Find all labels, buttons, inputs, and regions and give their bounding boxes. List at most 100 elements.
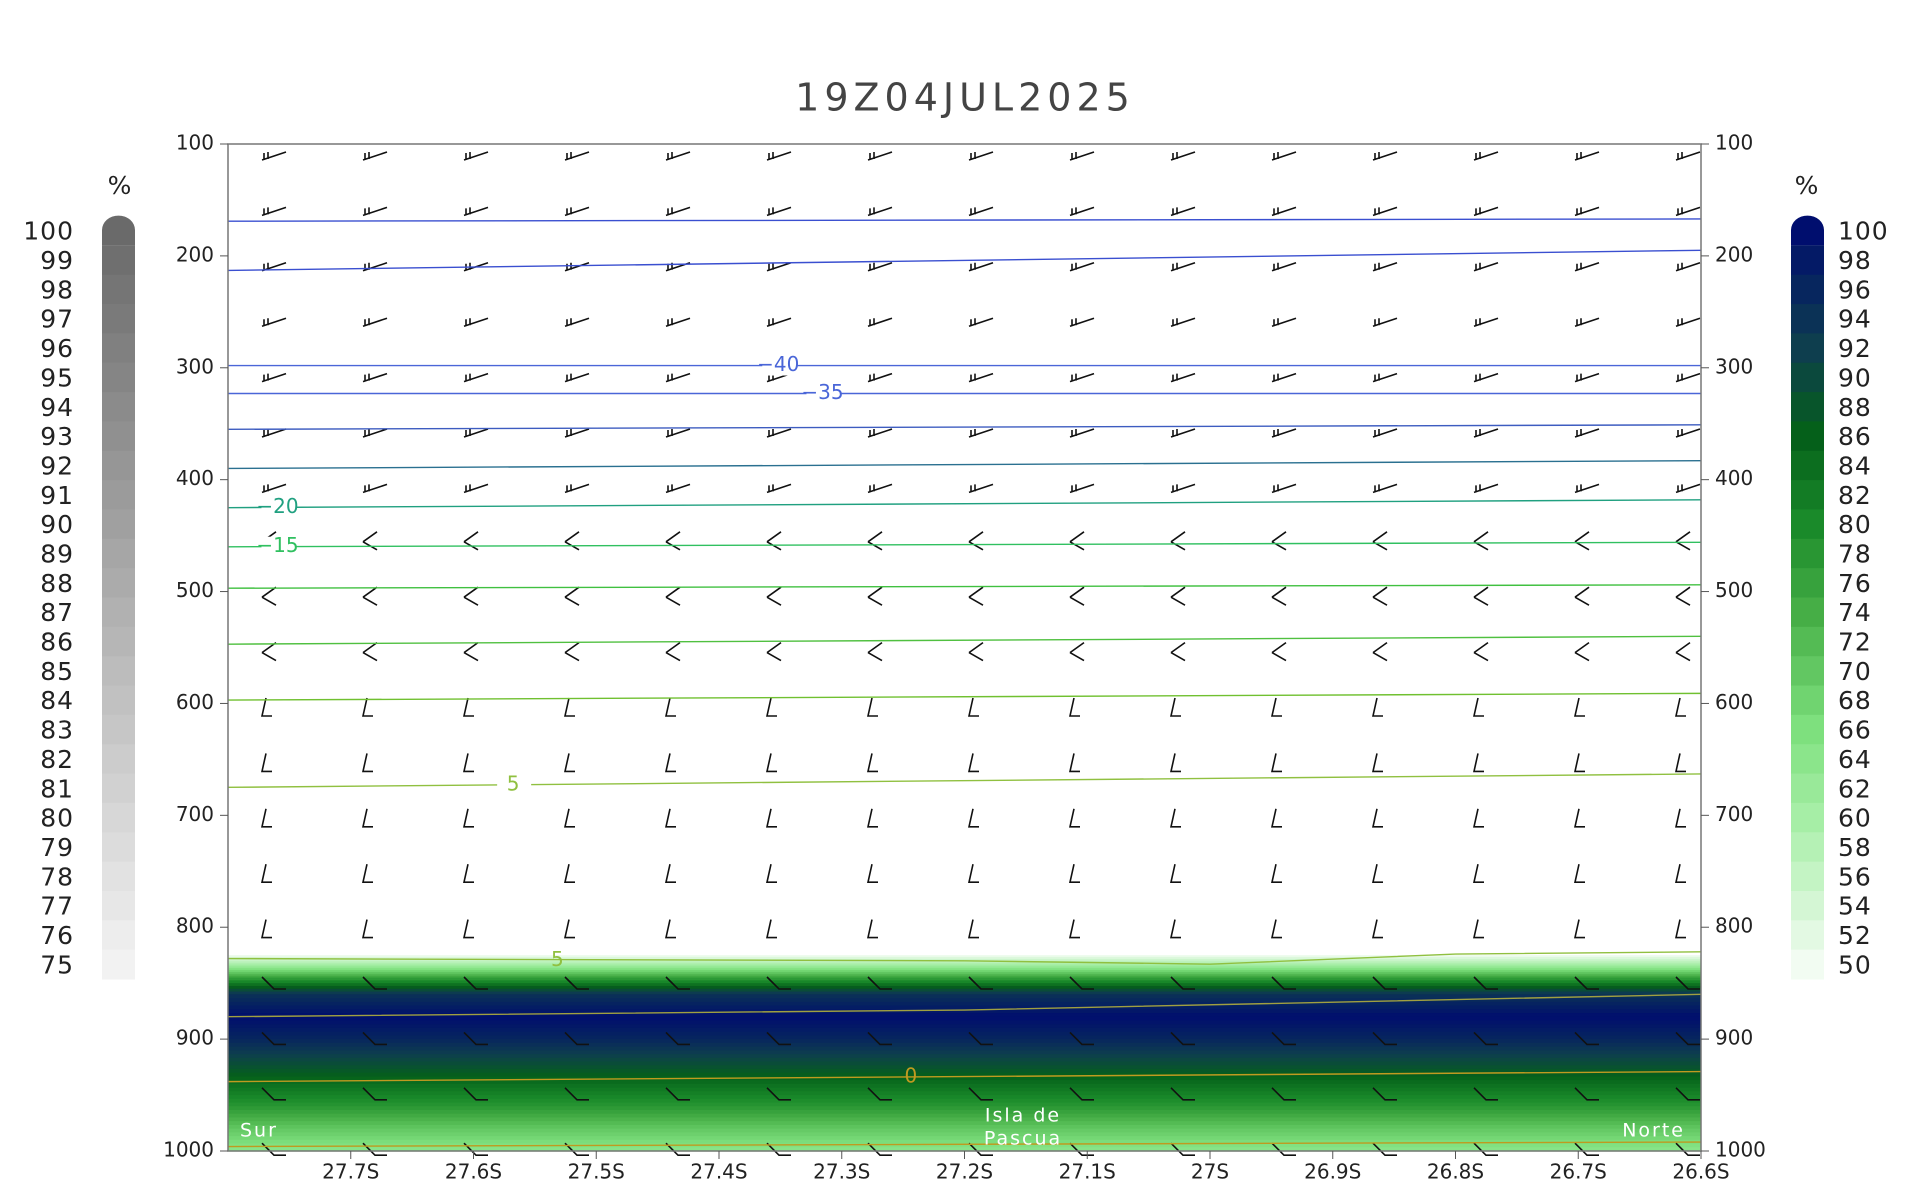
humidity-band: [228, 1147, 1701, 1152]
humidity-band: [228, 1050, 1701, 1055]
wind-barb: [968, 206, 994, 217]
colorbar-label: 78: [40, 862, 74, 891]
wind-barb: [463, 976, 488, 990]
wind-barb: [867, 919, 878, 939]
wind-barb: [1675, 483, 1701, 494]
wind-barb: [1574, 1142, 1599, 1156]
colorbar-label: 72: [1838, 628, 1872, 657]
wind-barb: [1372, 753, 1383, 773]
wind-barb: [867, 976, 892, 990]
humidity-band: [228, 983, 1701, 987]
wind-barb: [1675, 1031, 1700, 1046]
wind-barb: [1271, 753, 1282, 773]
wind-barb: [463, 151, 489, 161]
wind-barb: [1372, 864, 1383, 883]
wind-barb: [867, 1087, 892, 1101]
wind-barb: [968, 919, 979, 939]
contour-label-bg: [261, 536, 296, 557]
wind-barb: [1170, 372, 1196, 383]
wind-barb: [1271, 1031, 1296, 1046]
wind-barb: [362, 864, 373, 883]
humidity-band: [228, 1143, 1701, 1148]
wind-barb: [1170, 151, 1196, 161]
wind-barb: [463, 586, 479, 606]
wind-barb: [564, 586, 580, 606]
wind-barb: [362, 753, 373, 773]
wind-barb: [665, 317, 691, 327]
wind-barb: [1069, 753, 1080, 773]
wind-barb: [1069, 919, 1080, 939]
wind-barb: [1372, 428, 1398, 438]
wind-barb: [564, 151, 590, 161]
wind-barb: [1675, 753, 1686, 773]
x-tick-label: 27S: [1191, 1160, 1229, 1184]
colorbar-label: 66: [1838, 716, 1872, 745]
wind-barb: [766, 697, 777, 717]
wind-barb: [867, 808, 878, 828]
wind-barb: [867, 586, 883, 606]
humidity-band: [228, 1020, 1701, 1025]
wind-barb: [867, 1142, 892, 1156]
wind-barb: [261, 808, 272, 828]
wind-barb: [1069, 372, 1095, 383]
y-tick-label: 800: [176, 914, 214, 938]
y-tick-label: 200: [176, 242, 214, 266]
humidity-band: [228, 1124, 1701, 1130]
wind-barb: [1574, 753, 1585, 773]
wind-barb: [1069, 976, 1094, 990]
humidity-band: [228, 1132, 1701, 1137]
y2-tick-label: 200: [1715, 242, 1753, 266]
wind-barb: [362, 976, 387, 990]
colorbar-cell: [102, 949, 135, 980]
wind-barb: [968, 1087, 993, 1101]
wind-barb: [968, 1031, 993, 1046]
wind-barb: [1372, 919, 1383, 939]
colorbar-label: 84: [1838, 451, 1872, 480]
wind-barb: [1473, 531, 1489, 551]
humidity-band: [228, 980, 1701, 984]
wind-barb: [463, 697, 474, 717]
wind-barb: [665, 531, 681, 551]
wind-barb: [564, 372, 590, 383]
humidity-band: [228, 970, 1701, 973]
wind-barb: [261, 864, 272, 883]
wind-barb: [1675, 1142, 1700, 1156]
wind-barb: [1675, 641, 1691, 662]
wind-barb: [564, 697, 575, 717]
wind-barb: [362, 641, 378, 662]
wind-barb: [1574, 372, 1600, 383]
wind-barb: [463, 864, 474, 883]
humidity-band: [228, 1128, 1701, 1133]
colorbar-cell: [102, 480, 135, 510]
wind-barb: [1372, 262, 1398, 272]
wind-barb: [1069, 317, 1095, 327]
humidity-band: [228, 1005, 1701, 1010]
wind-barb: [1069, 586, 1085, 606]
colorbar-label: 84: [40, 686, 74, 715]
colorbar-label: 74: [1838, 598, 1872, 627]
wind-barb: [362, 151, 388, 161]
wind-barb: [564, 428, 590, 438]
wind-barb: [1675, 919, 1686, 939]
x-tick-label: 26.7S: [1550, 1160, 1607, 1184]
wind-barb: [261, 641, 277, 662]
contour-line: [227, 692, 1702, 701]
humidity-band: [228, 1139, 1701, 1145]
wind-barb: [362, 428, 388, 438]
colorbar-cell: [102, 392, 135, 422]
wind-barb: [1170, 317, 1196, 327]
wind-barb: [968, 317, 994, 327]
contour-label: 5: [551, 947, 564, 971]
humidity-band: [228, 1031, 1701, 1036]
place-label: Isla de: [985, 1105, 1061, 1127]
humidity-band: [228, 1106, 1701, 1111]
x-tick-label: 27.2S: [936, 1160, 993, 1184]
wind-barb: [1675, 428, 1701, 438]
contour-label: −35: [801, 380, 843, 404]
wind-barb: [362, 262, 388, 272]
contour-line: [227, 773, 1702, 789]
wind-barb: [1271, 919, 1282, 939]
humidity-band: [228, 1113, 1701, 1119]
colorbar-cell: [102, 215, 135, 246]
